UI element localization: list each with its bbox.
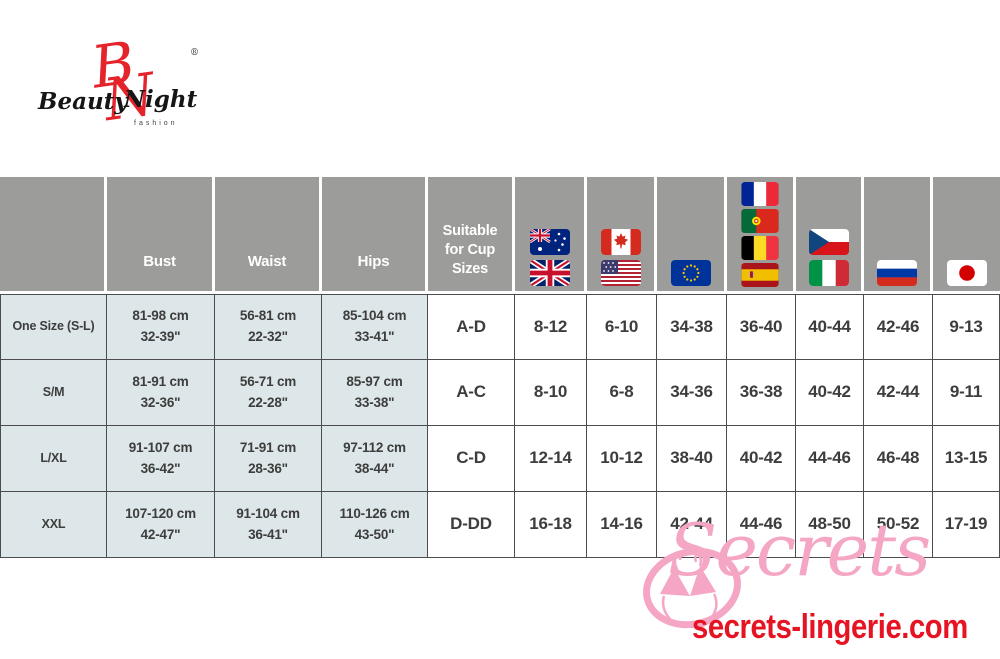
header-bust-cell: Bust: [107, 177, 215, 294]
intl-size-cell-eu: 34-36: [657, 360, 727, 426]
intl-size-cell-canada-usa: 6-8: [587, 360, 657, 426]
header-flags-russia: [864, 177, 933, 294]
waist-value-cell: 56-81 cm 22-32": [215, 294, 322, 360]
header-flags-czech-italy: [796, 177, 864, 294]
intl-size-cell-australia-uk: 8-12: [515, 294, 587, 360]
size-name-cell: XXL: [0, 492, 107, 558]
size-chart-table: Bust Waist Hips Suitable for Cup Sizes: [0, 177, 1000, 558]
intl-size-cell-japan: 13-15: [933, 426, 1000, 492]
intl-size-cell-australia-uk: 16-18: [515, 492, 587, 558]
hips-value-cell: 85-97 cm 33-38": [322, 360, 428, 426]
cup-value-cell: D-DD: [428, 492, 515, 558]
header-flags-france-portugal-belgium-spain: [727, 177, 796, 294]
watermark-script-text: Secrets: [668, 508, 931, 592]
intl-size-cell-russia: 50-52: [864, 492, 933, 558]
intl-size-cell-russia: 42-44: [864, 360, 933, 426]
intl-size-cell-czech-italy: 40-42: [796, 360, 864, 426]
size-name-cell: One Size (S-L): [0, 294, 107, 360]
hips-value-cell: 110-126 cm 43-50": [322, 492, 428, 558]
intl-size-cell-japan: 17-19: [933, 492, 1000, 558]
cup-value-cell: C-D: [428, 426, 515, 492]
intl-size-cell-czech-italy: 48-50: [796, 492, 864, 558]
header-flags-australia-uk: [515, 177, 587, 294]
waist-value-cell: 91-104 cm 36-41": [215, 492, 322, 558]
brand-logo: B N Beauty Night fashion ®: [38, 28, 203, 147]
bikini-illustration-icon: [630, 536, 770, 641]
brand-word-beauty: Beauty: [38, 88, 128, 115]
intl-size-cell-czech-italy: 44-46: [796, 426, 864, 492]
flag-uk-icon: [529, 260, 570, 286]
flag-france-icon: [741, 182, 779, 206]
flag-russia-icon: [877, 260, 917, 286]
brand-word-night: Night: [124, 86, 198, 113]
intl-size-cell-france-portugal-belgium-spain: 44-46: [727, 492, 796, 558]
intl-size-cell-australia-uk: 12-14: [515, 426, 587, 492]
flag-czech-republic-icon: [808, 229, 849, 255]
intl-size-cell-france-portugal-belgium-spain: 36-40: [727, 294, 796, 360]
intl-size-cell-russia: 46-48: [864, 426, 933, 492]
flag-eu-icon: [670, 260, 711, 286]
intl-size-cell-canada-usa: 14-16: [587, 492, 657, 558]
brand-tagline: fashion: [134, 120, 178, 127]
flag-japan-icon: [946, 260, 987, 286]
flag-portugal-icon: [741, 209, 779, 233]
flag-canada-icon: [600, 229, 641, 255]
registered-trademark-icon: ®: [190, 48, 199, 58]
waist-value-cell: 56-71 cm 22-28": [215, 360, 322, 426]
intl-size-cell-australia-uk: 8-10: [515, 360, 587, 426]
intl-size-cell-eu: 42-44: [657, 492, 727, 558]
header-hips-cell: Hips: [322, 177, 428, 294]
flag-belgium-icon: [741, 236, 779, 260]
bust-value-cell: 91-107 cm 36-42": [107, 426, 215, 492]
intl-size-cell-canada-usa: 10-12: [587, 426, 657, 492]
header-flags-canada-usa: [587, 177, 657, 294]
size-name-cell: L/XL: [0, 426, 107, 492]
header-flags-eu: [657, 177, 727, 294]
header-size-cell: [0, 177, 107, 294]
waist-value-cell: 71-91 cm 28-36": [215, 426, 322, 492]
size-name-cell: S/M: [0, 360, 107, 426]
header-cup-sizes-cell: Suitable for Cup Sizes: [428, 177, 515, 294]
hips-value-cell: 97-112 cm 38-44": [322, 426, 428, 492]
hips-value-cell: 85-104 cm 33-41": [322, 294, 428, 360]
intl-size-cell-russia: 42-46: [864, 294, 933, 360]
cup-value-cell: A-C: [428, 360, 515, 426]
flag-italy-icon: [808, 260, 849, 286]
intl-size-cell-france-portugal-belgium-spain: 36-38: [727, 360, 796, 426]
bust-value-cell: 81-98 cm 32-39": [107, 294, 215, 360]
flag-usa-icon: [600, 260, 641, 286]
intl-size-cell-japan: 9-11: [933, 360, 1000, 426]
intl-size-cell-eu: 34-38: [657, 294, 727, 360]
header-flags-japan: [933, 177, 1000, 294]
header-waist-cell: Waist: [215, 177, 322, 294]
intl-size-cell-czech-italy: 40-44: [796, 294, 864, 360]
cup-value-cell: A-D: [428, 294, 515, 360]
intl-size-cell-eu: 38-40: [657, 426, 727, 492]
watermark-website-url: secrets-lingerie.com: [692, 608, 968, 646]
intl-size-cell-canada-usa: 6-10: [587, 294, 657, 360]
bust-value-cell: 81-91 cm 32-36": [107, 360, 215, 426]
flag-spain-icon: [741, 263, 779, 287]
intl-size-cell-japan: 9-13: [933, 294, 1000, 360]
bust-value-cell: 107-120 cm 42-47": [107, 492, 215, 558]
intl-size-cell-france-portugal-belgium-spain: 40-42: [727, 426, 796, 492]
flag-australia-icon: [529, 229, 570, 255]
